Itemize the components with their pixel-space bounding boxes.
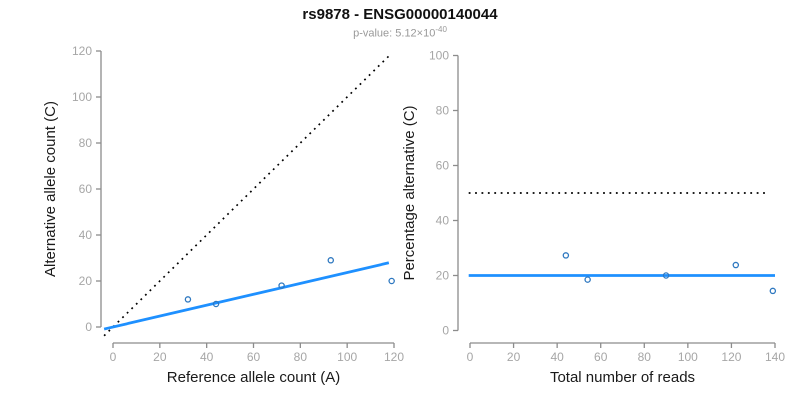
x-tick-label: 40: [550, 350, 564, 364]
allele-counts-scatter-panel: 0 20 40 60 80 100 120 0 20 40 60 80 100 120 Reference …: [42, 44, 404, 386]
percentage-alternative-scatter-panel: 0 20 40 60 80 100 120 140 0 20 40 60 80 100 Total numb…: [401, 49, 785, 387]
x-tick-label: 60: [594, 350, 608, 364]
y-tick-label: 100: [429, 49, 449, 63]
y-tick-label: 40: [79, 228, 93, 242]
y-tick-label: 80: [436, 104, 450, 118]
x-tick-label: 100: [337, 350, 357, 364]
x-tick-label: 120: [384, 350, 404, 364]
pvalue-exponent: -40: [435, 25, 447, 34]
x-tick-label: 80: [294, 350, 308, 364]
data-point: [662, 272, 670, 279]
data-point: [562, 252, 570, 259]
fit-line: [103, 261, 390, 331]
y-axis-label: Percentage alternative (C): [401, 105, 418, 280]
y-tick-label: 0: [85, 320, 92, 334]
data-point: [212, 300, 220, 308]
x-tick-label: 80: [638, 350, 652, 364]
pvalue-text: p-value: 5.12×10: [353, 27, 436, 40]
y-tick-label: 100: [72, 90, 92, 104]
x-tick-label: 40: [200, 350, 214, 364]
y-tick-label: 120: [72, 44, 92, 58]
x-tick-label: 120: [721, 350, 741, 364]
data-point: [769, 287, 777, 295]
y-tick-label: 20: [79, 274, 93, 288]
x-tick-label: 0: [110, 350, 117, 364]
x-tick-label: 100: [678, 350, 698, 364]
y-tick-label: 40: [436, 214, 450, 228]
y-tick-label: 60: [79, 182, 93, 196]
y-tick-label: 80: [79, 136, 93, 150]
y-axis-label: Alternative allele count (C): [42, 101, 59, 277]
x-tick-label: 0: [467, 350, 474, 364]
x-axis-label: Reference allele count (A): [167, 369, 340, 386]
identity-line: [103, 55, 390, 337]
x-axis-label: Total number of reads: [550, 369, 695, 386]
y-tick-label: 0: [442, 324, 449, 338]
y-tick-label: 20: [436, 269, 450, 283]
data-point: [184, 296, 192, 303]
x-tick-label: 20: [153, 350, 167, 364]
x-tick-label: 20: [507, 350, 521, 364]
data-point: [584, 276, 591, 283]
data-point: [388, 277, 395, 285]
data-point: [327, 257, 335, 264]
data-point: [278, 282, 285, 289]
figure-subtitle: p-value: 5.12×10-40: [0, 25, 800, 40]
x-tick-label: 140: [765, 350, 785, 364]
y-tick-label: 60: [436, 159, 450, 173]
data-point: [732, 261, 740, 269]
x-tick-label: 60: [247, 350, 261, 364]
figure-header: rs9878 - ENSG00000140044 p-value: 5.12×1…: [0, 0, 800, 40]
figure-title: rs9878 - ENSG00000140044: [302, 6, 498, 23]
